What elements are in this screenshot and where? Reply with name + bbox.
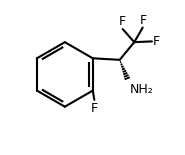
Text: F: F: [91, 102, 98, 115]
Text: NH₂: NH₂: [130, 83, 153, 96]
Text: F: F: [153, 35, 160, 48]
Text: F: F: [140, 14, 147, 27]
Text: F: F: [118, 15, 126, 28]
